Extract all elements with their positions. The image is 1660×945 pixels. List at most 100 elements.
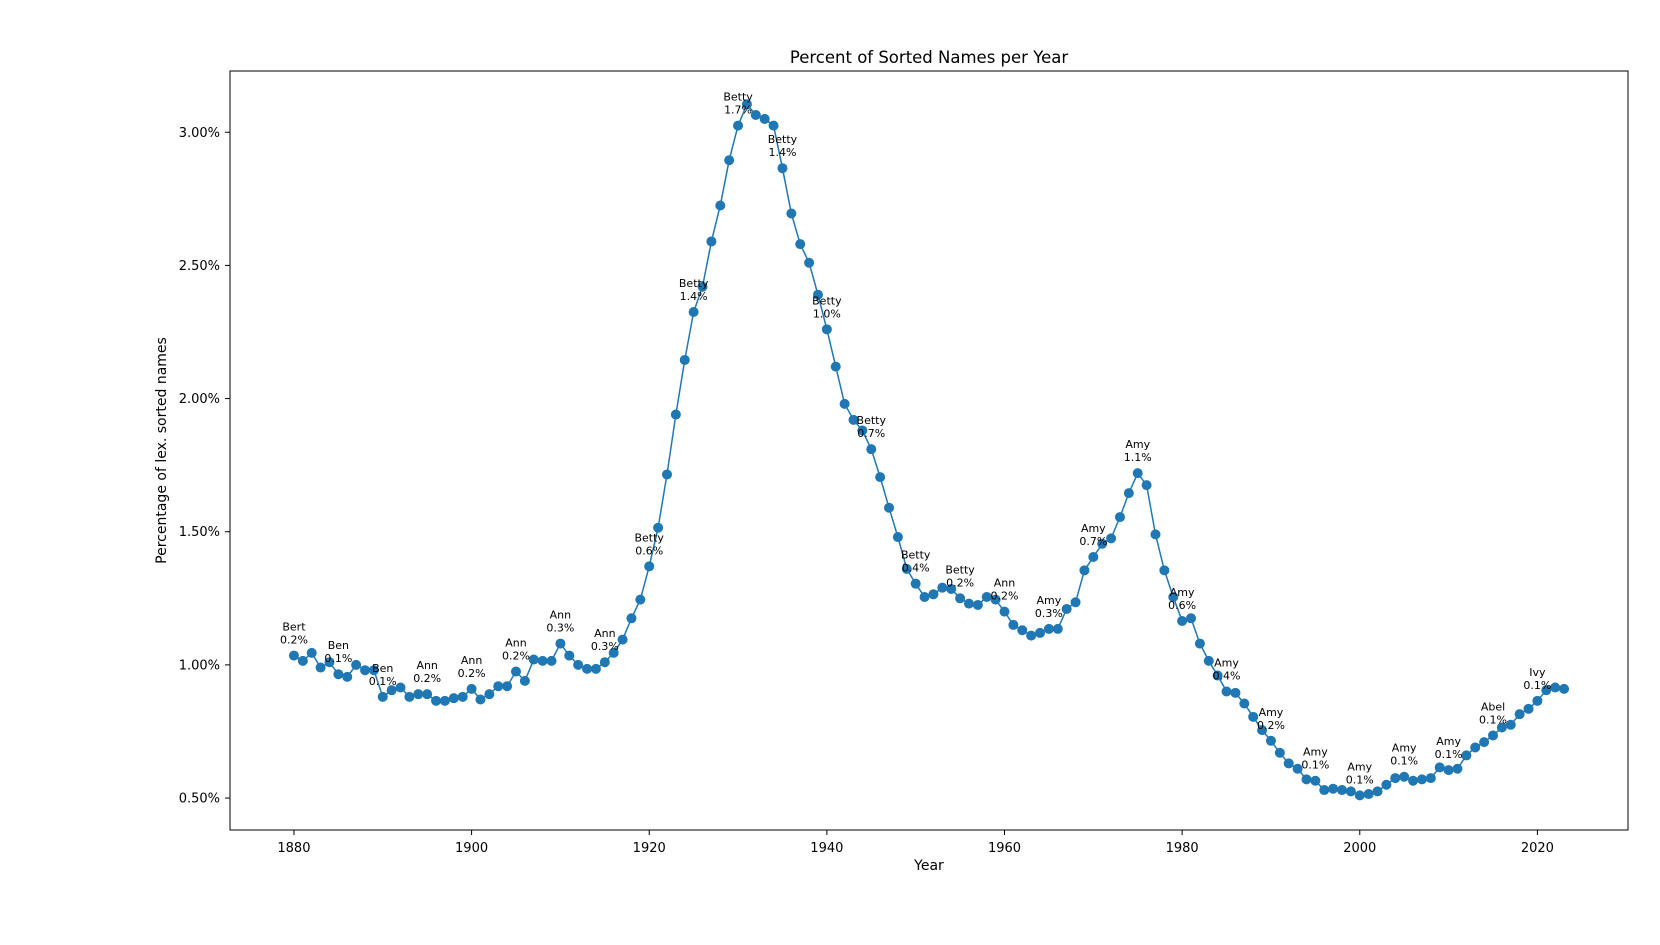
data-point — [1337, 785, 1348, 796]
data-point — [1079, 565, 1090, 576]
data-point — [608, 647, 619, 658]
data-point — [1390, 773, 1401, 784]
data-point — [999, 606, 1010, 617]
data-point — [519, 675, 530, 686]
annotation-name: Amy — [1347, 760, 1372, 773]
data-point — [555, 638, 566, 649]
data-point — [1274, 747, 1285, 758]
data-point — [1461, 750, 1472, 761]
y-tick-label: 3.00% — [179, 126, 220, 141]
annotation-percent: 0.1% — [324, 652, 352, 665]
annotation-percent: 0.3% — [591, 640, 619, 653]
annotation-name: Betty — [945, 563, 975, 576]
data-point — [1159, 565, 1170, 576]
annotation-percent: 0.1% — [1523, 679, 1551, 692]
annotation-name: Amy — [1125, 438, 1150, 451]
data-point — [466, 683, 477, 694]
data-point — [510, 666, 521, 677]
data-point — [342, 671, 353, 682]
data-point — [439, 695, 450, 706]
annotation-percent: 0.1% — [1435, 748, 1463, 761]
data-point — [1257, 725, 1268, 736]
data-point — [1416, 774, 1427, 785]
annotation-percent: 1.4% — [680, 290, 708, 303]
data-point — [635, 594, 646, 605]
annotation-percent: 1.0% — [813, 307, 841, 320]
data-point — [1425, 773, 1436, 784]
annotation-name: Betty — [679, 277, 709, 290]
annotation-percent: 0.7% — [857, 427, 885, 440]
x-tick-label: 1880 — [277, 841, 310, 856]
annotation-percent: 0.3% — [1035, 607, 1063, 620]
annotation-percent: 0.4% — [1213, 670, 1241, 683]
data-point — [1301, 774, 1312, 785]
data-point — [1292, 763, 1303, 774]
data-point — [1310, 775, 1321, 786]
x-tick-label: 1900 — [455, 841, 488, 856]
annotation-percent: 0.2% — [991, 590, 1019, 603]
data-point — [288, 650, 299, 661]
data-point — [395, 682, 406, 693]
data-point — [1372, 786, 1383, 797]
data-point — [990, 594, 1001, 605]
plot-area-frame — [229, 70, 1629, 831]
x-tick-label: 2000 — [1343, 841, 1376, 856]
data-point — [493, 681, 504, 692]
y-tick-label: 2.50% — [179, 259, 220, 274]
data-point — [573, 659, 584, 670]
series-layer — [288, 99, 1570, 801]
data-point — [1470, 742, 1481, 753]
annotation-percent: 0.2% — [280, 634, 308, 647]
data-point — [750, 109, 761, 120]
x-axis-ticks: 1880 1900 1920 1940 1960 1980 2000 2020 — [277, 830, 1554, 856]
x-tick-label: 1920 — [633, 841, 666, 856]
data-point — [981, 591, 992, 602]
annotation-name: Ivy — [1529, 666, 1546, 679]
data-point — [1523, 703, 1534, 714]
data-point — [1479, 737, 1490, 748]
data-point — [1487, 730, 1498, 741]
data-point — [733, 120, 744, 131]
annotation-percent: 0.2% — [413, 672, 441, 685]
data-point — [786, 208, 797, 219]
data-point — [404, 691, 415, 702]
data-point — [1212, 670, 1223, 681]
data-point — [804, 257, 815, 268]
data-point — [306, 647, 317, 658]
data-point — [315, 662, 326, 673]
data-point — [360, 665, 371, 676]
annotation-percent: 0.6% — [1168, 599, 1196, 612]
data-point — [1230, 687, 1241, 698]
annotation-name: Betty — [723, 91, 753, 104]
data-point — [1514, 709, 1525, 720]
annotation-name: Bert — [282, 621, 306, 634]
data-point — [528, 654, 539, 665]
x-tick-label: 2020 — [1521, 841, 1554, 856]
data-point — [590, 663, 601, 674]
data-point — [857, 425, 868, 436]
data-point — [502, 681, 513, 692]
data-point — [972, 599, 983, 610]
annotation-name: Amy — [1037, 594, 1062, 607]
y-tick-label: 1.00% — [179, 658, 220, 673]
data-point — [688, 307, 699, 318]
data-point — [884, 502, 895, 513]
data-point — [297, 655, 308, 666]
annotation-percent: 0.1% — [1301, 759, 1329, 772]
data-point — [715, 200, 726, 211]
data-point — [653, 522, 664, 533]
annotation-percent: 0.7% — [1079, 535, 1107, 548]
data-point — [937, 582, 948, 593]
x-tick-label: 1960 — [988, 841, 1021, 856]
y-tick-label: 1.50% — [179, 525, 220, 540]
data-point — [324, 657, 335, 668]
data-point — [333, 669, 344, 680]
data-point — [1496, 722, 1507, 733]
data-point — [457, 691, 468, 702]
data-point — [1532, 695, 1543, 706]
annotation-name: Betty — [901, 549, 931, 562]
data-point — [919, 591, 930, 602]
data-point — [901, 564, 912, 575]
data-point — [386, 685, 397, 696]
